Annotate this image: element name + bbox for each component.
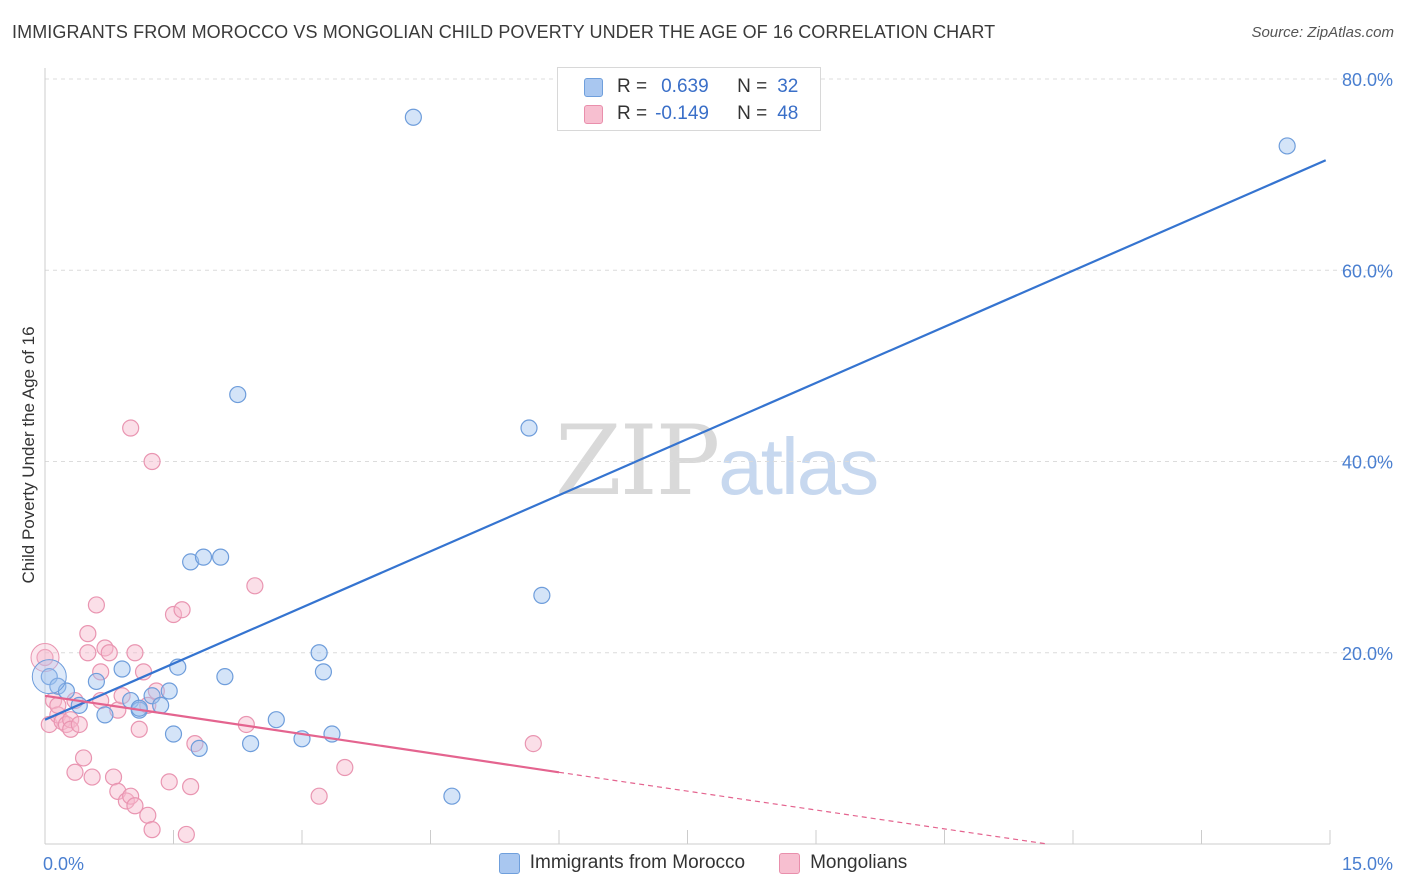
data-point-mongolians	[143, 821, 161, 839]
data-point-mongolians	[40, 715, 58, 734]
data-point-morocco	[40, 668, 58, 686]
watermark-atlas: atlas	[718, 422, 879, 511]
data-point-morocco	[49, 677, 67, 695]
data-point-morocco	[404, 108, 422, 126]
data-point-mongolians	[143, 452, 161, 471]
data-point-mongolians	[246, 577, 264, 595]
data-point-morocco	[242, 734, 260, 753]
data-point-morocco	[1278, 137, 1296, 155]
trend-line-morocco	[44, 159, 1327, 721]
tick-labels: 20.0% 40.0% 60.0% 80.0% 0.0% 15.0%	[43, 70, 1393, 874]
data-point-mongolians	[62, 720, 80, 738]
data-point-morocco	[212, 548, 230, 566]
data-point-mongolians	[126, 644, 144, 662]
legend-n-label: N =	[737, 76, 768, 97]
data-point-morocco	[87, 672, 106, 691]
legend-swatch-morocco	[498, 852, 520, 874]
data-point-morocco	[152, 696, 170, 714]
data-point-mongolians	[122, 419, 140, 437]
legend-r-value: -0.149	[655, 103, 709, 124]
data-point-mongolians	[66, 763, 84, 781]
data-point-mongolians	[177, 825, 195, 844]
trend-lines	[44, 159, 1327, 845]
data-point-morocco	[310, 644, 328, 662]
y-tick-label: 60.0%	[1342, 261, 1393, 281]
data-point-morocco	[190, 739, 208, 757]
legend-row-morocco: R = 0.639 N = 32	[584, 75, 798, 99]
legend-swatch-mongolians	[779, 852, 801, 874]
data-point-morocco	[443, 787, 461, 805]
data-point-mongolians	[62, 711, 80, 729]
legend-r-label: R =	[617, 103, 648, 124]
series-legend: Immigrants from Morocco Mongolians	[0, 852, 1406, 874]
chart-title: IMMIGRANTS FROM MOROCCO VS MONGOLIAN CHI…	[12, 22, 996, 42]
legend-label-morocco: Immigrants from Morocco	[529, 852, 746, 873]
data-point-morocco	[267, 711, 285, 729]
data-point-morocco	[164, 725, 183, 743]
data-point-mongolians	[100, 644, 118, 662]
y-tick-label: 40.0%	[1342, 453, 1393, 473]
trend-line-mongolians-extension	[558, 771, 1048, 845]
legend-row-mongolians: R = -0.149 N = 48	[584, 102, 798, 126]
series-mongolians-points	[30, 419, 542, 844]
correlation-legend: R = 0.639 N = 32 R = -0.149 N = 48	[557, 67, 821, 131]
data-point-mongolians	[182, 778, 200, 796]
data-point-mongolians	[336, 758, 354, 777]
y-tick-label: 80.0%	[1342, 70, 1393, 90]
x-tick-label: 0.0%	[43, 854, 84, 874]
legend-r-label: R =	[617, 76, 648, 97]
data-point-mongolians	[79, 644, 97, 662]
legend-n-value: 48	[777, 103, 799, 124]
data-point-morocco	[143, 687, 161, 705]
data-point-morocco	[314, 663, 333, 681]
legend-n-value: 32	[777, 76, 799, 97]
trend-line-mongolians	[44, 694, 560, 774]
legend-label-mongolians: Mongolians	[810, 852, 908, 873]
x-tick-label: 15.0%	[1342, 854, 1393, 874]
data-point-mongolians	[310, 787, 328, 805]
legend-r-value: 0.639	[661, 76, 709, 97]
axes	[44, 68, 1331, 845]
data-point-mongolians	[113, 687, 131, 705]
data-point-mongolians	[104, 768, 123, 786]
data-point-morocco	[113, 660, 131, 678]
data-point-mongolians	[109, 782, 127, 801]
data-point-mongolians	[83, 768, 101, 786]
legend-swatch-mongolians	[584, 104, 603, 124]
data-point-morocco	[216, 668, 234, 686]
data-point-mongolians	[92, 663, 110, 681]
data-point-morocco	[520, 419, 538, 437]
y-tick-label: 20.0%	[1342, 644, 1393, 664]
series-morocco-points	[31, 108, 1296, 805]
data-point-mongolians	[160, 773, 178, 791]
data-point-morocco	[160, 682, 178, 700]
data-point-mongolians	[524, 734, 542, 753]
data-point-mongolians	[70, 715, 88, 734]
data-point-morocco	[182, 553, 200, 571]
source-label: Source: ZipAtlas.com	[1251, 24, 1394, 41]
data-point-mongolians	[79, 625, 97, 643]
data-point-morocco	[229, 385, 247, 404]
data-point-mongolians	[139, 806, 157, 824]
data-point-morocco-cluster	[31, 659, 67, 695]
data-point-mongolians	[122, 787, 140, 805]
data-point-mongolians	[130, 720, 148, 738]
grid-lines	[45, 78, 1392, 654]
legend-item-morocco[interactable]: Immigrants from Morocco	[498, 852, 746, 874]
data-point-mongolians	[173, 601, 191, 619]
data-point-mongolians	[87, 596, 106, 614]
legend-item-mongolians[interactable]: Mongolians	[779, 852, 907, 874]
data-point-morocco	[96, 706, 114, 724]
legend-swatch-morocco	[584, 77, 603, 97]
data-point-mongolians	[164, 605, 183, 624]
data-point-mongolians	[126, 797, 144, 815]
y-axis-label: Child Poverty Under the Age of 16	[19, 326, 38, 583]
legend-n-label: N =	[737, 103, 768, 124]
data-point-morocco	[194, 548, 213, 566]
data-point-mongolians	[74, 749, 93, 767]
data-point-morocco	[533, 586, 551, 604]
